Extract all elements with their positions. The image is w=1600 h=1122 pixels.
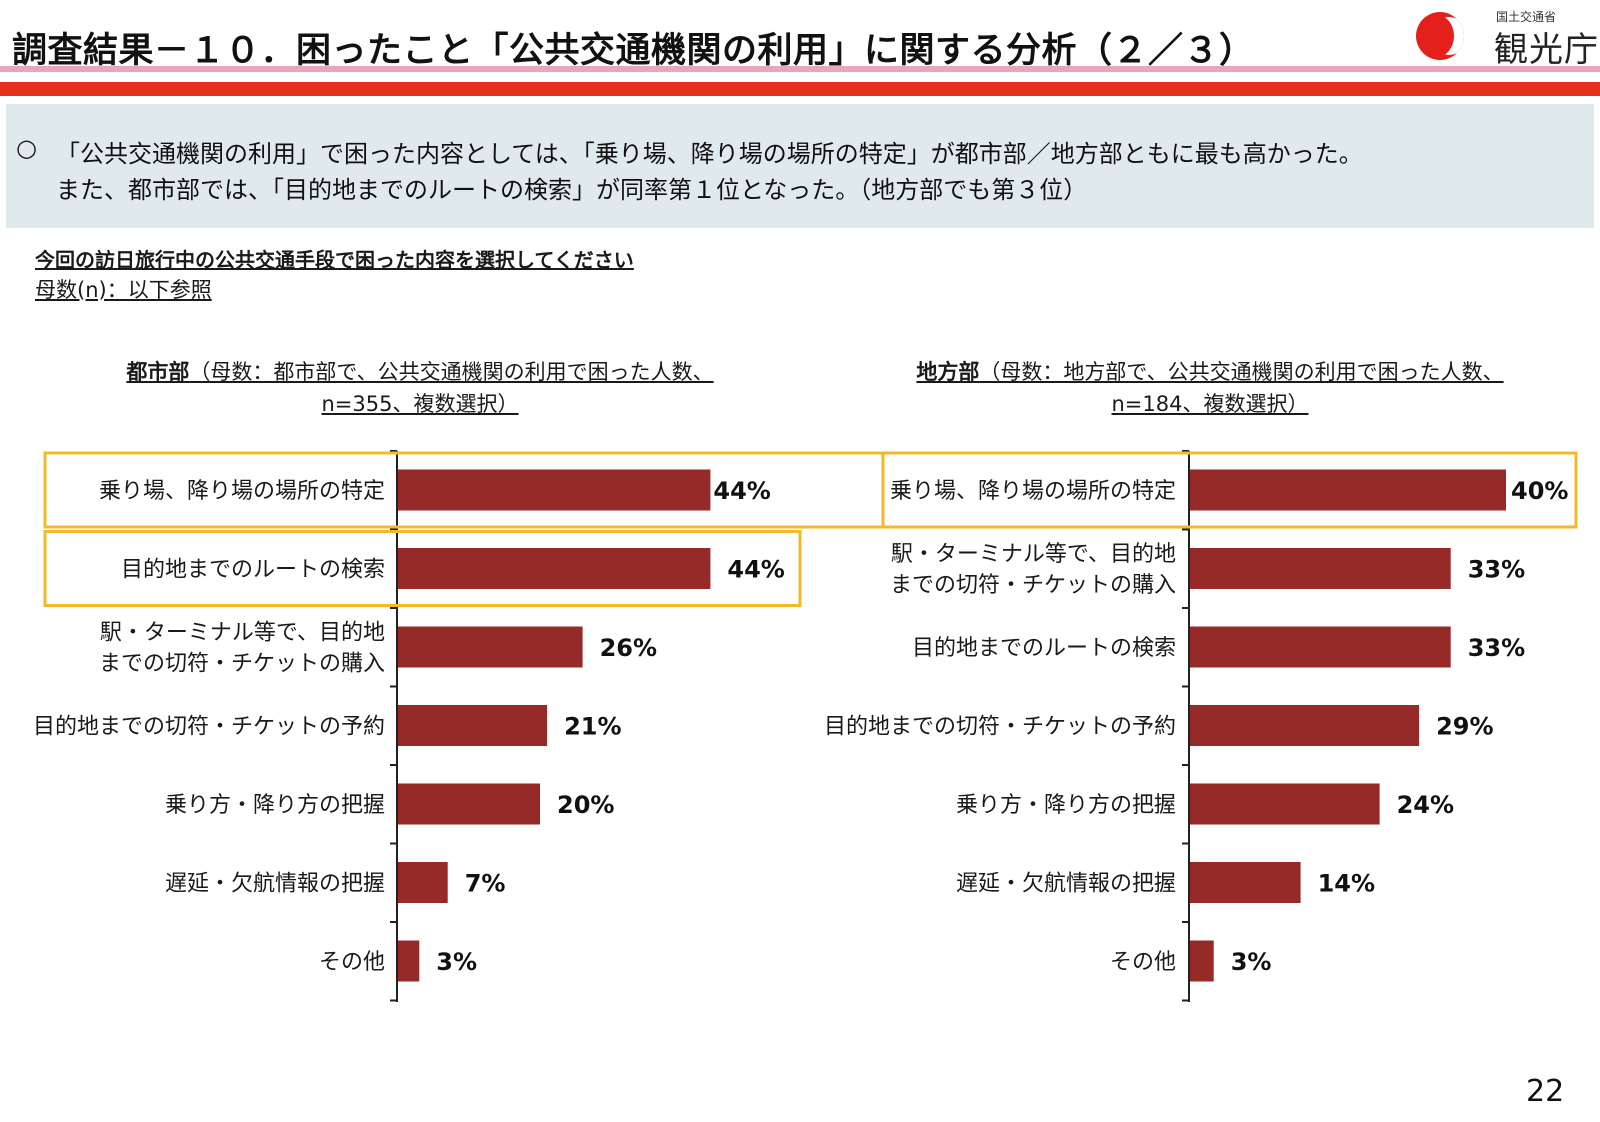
summary-line-1: 「公共交通機関の利用」で困った内容としては、「乗り場、降り場の場所の特定」が都市… (56, 140, 1363, 168)
base-note: 母数(n)：以下参照 (35, 278, 212, 302)
rural-value-label: 14% (1318, 870, 1375, 898)
survey-question: 今回の訪日旅行中の公共交通手段で困った内容を選択してください (35, 248, 634, 272)
rural-bar (1190, 705, 1420, 746)
rural-bar (1190, 783, 1380, 825)
urban-category-label: 遅延・欠航情報の把握 (165, 872, 385, 897)
urban-value-label: 3% (436, 948, 477, 976)
page-title: 調査結果－１０．困ったこと「公共交通機関の利用」に関する分析（２／３） (12, 31, 1255, 71)
urban-chart-title-line2: n=355、複数選択） (321, 392, 519, 416)
rural-bar (1190, 548, 1451, 589)
urban-value-label: 44% (713, 477, 770, 505)
urban-bar (398, 626, 583, 668)
urban-bar (398, 548, 711, 589)
rural-category-label: 乗り方・降り方の把握 (956, 793, 1176, 818)
urban-bar (398, 783, 540, 825)
rural-value-label: 24% (1397, 791, 1454, 819)
rural-chart-title: 地方部（母数：地方部で、公共交通機関の利用で困った人数、 n=184、複数選択） (890, 356, 1530, 420)
urban-value-label: 44% (727, 556, 784, 584)
rural-bar (1190, 862, 1301, 903)
rural-category-label: 目的地までのルートの検索 (912, 636, 1176, 661)
rural-bar (1190, 940, 1214, 982)
rural-category-label: その他 (1110, 950, 1176, 975)
rural-category-label: 目的地までの切符・チケットの予約 (824, 715, 1176, 740)
urban-category-label: までの切符・チケットの購入 (99, 652, 385, 677)
rural-highlight-box (881, 451, 1578, 529)
summary-box: ○ 「公共交通機関の利用」で困った内容としては、「乗り場、降り場の場所の特定」が… (6, 104, 1594, 228)
rural-category-label: までの切符・チケットの購入 (890, 573, 1176, 598)
summary-line-2: また、都市部では、「目的地までのルートの検索」が同率第１位となった。（地方部でも… (56, 176, 1088, 204)
urban-chart-title-rest: （母数：都市部で、公共交通機関の利用で困った人数、 (189, 360, 714, 384)
urban-category-label: 乗り場、降り場の場所の特定 (99, 479, 385, 504)
logo-agency-text: 観光庁 (1494, 30, 1599, 70)
rural-bar (1190, 626, 1451, 668)
rural-chart-title-rest: （母数：地方部で、公共交通機関の利用で困った人数、 (979, 360, 1504, 384)
sun-logo-icon (1416, 12, 1464, 60)
urban-category-label: 乗り方・降り方の把握 (165, 793, 385, 818)
urban-value-label: 21% (564, 713, 621, 741)
urban-bar (398, 940, 420, 982)
summary-bullet: ○ (16, 134, 37, 162)
urban-category-label: 目的地までのルートの検索 (121, 558, 385, 583)
rural-chart-title-bold: 地方部 (916, 360, 980, 384)
agency-logo: 国土交通省 観光庁 (1416, 6, 1600, 70)
urban-value-label: 26% (600, 634, 657, 662)
rural-value-label: 29% (1436, 713, 1493, 741)
urban-category-label: 駅・ターミナル等で、目的地 (100, 621, 385, 646)
urban-category-label: その他 (319, 950, 385, 975)
rural-category-label: 遅延・欠航情報の把握 (956, 872, 1176, 897)
title-underline-red (0, 82, 1600, 96)
urban-bar (398, 705, 548, 746)
urban-value-label: 7% (465, 870, 506, 898)
urban-value-label: 20% (557, 791, 614, 819)
rural-value-label: 33% (1468, 634, 1525, 662)
urban-bar (398, 469, 711, 511)
rural-value-label: 33% (1468, 556, 1525, 584)
page-number: 22 (1526, 1074, 1565, 1109)
rural-chart-title-line2: n=184、複数選択） (1111, 392, 1309, 416)
rural-value-label: 3% (1231, 948, 1272, 976)
rural-category-label: 乗り場、降り場の場所の特定 (890, 479, 1176, 504)
rural-category-label: 駅・ターミナル等で、目的地 (891, 542, 1176, 567)
rural-value-label: 40% (1511, 477, 1568, 505)
urban-highlight-box (43, 530, 802, 607)
urban-chart-title-bold: 都市部 (126, 360, 190, 384)
urban-chart-title: 都市部（母数：都市部で、公共交通機関の利用で困った人数、 n=355、複数選択） (100, 356, 740, 420)
title-underline-pink (0, 66, 1600, 72)
urban-category-label: 目的地までの切符・チケットの予約 (33, 715, 385, 740)
rural-bar (1190, 469, 1506, 511)
urban-highlight-box (43, 451, 1578, 529)
logo-ministry-text: 国土交通省 (1496, 10, 1557, 24)
urban-bar (398, 862, 448, 903)
